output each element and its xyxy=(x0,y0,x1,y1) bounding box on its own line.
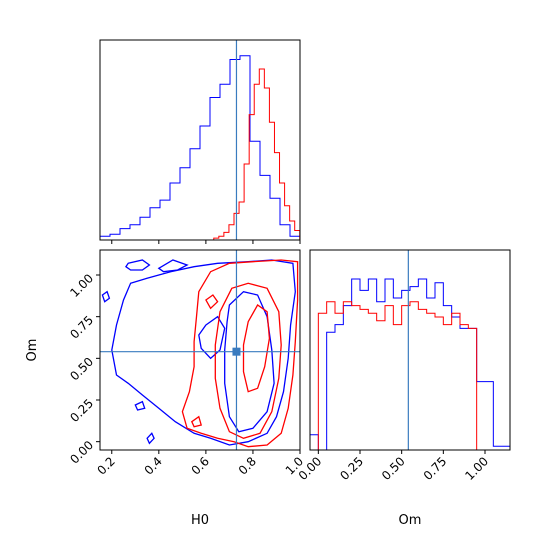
contour-line-5 xyxy=(101,290,111,303)
contour-line-12 xyxy=(190,415,203,428)
x-axis-label-om: Om xyxy=(399,513,422,528)
h0-hist-red xyxy=(168,68,300,240)
contour-xtick-label-0: 0.2 xyxy=(94,454,117,477)
om-hist-red xyxy=(310,301,510,450)
h0-marginal-frame xyxy=(99,39,301,241)
contour-ytick-label-0: 0.00 xyxy=(67,438,96,467)
contour-line-7 xyxy=(146,432,155,445)
contour-line-0 xyxy=(111,259,296,446)
contour-ytick-label-3: 0.75 xyxy=(67,313,96,342)
x-axis-label-h0: H0 xyxy=(191,513,209,528)
contour-xtick-label-2: 0.6 xyxy=(189,454,212,477)
contour-line-9 xyxy=(214,282,282,439)
om-xtick-label-1: 0.25 xyxy=(337,454,366,483)
contour-line-11 xyxy=(205,294,219,310)
contour-line-8 xyxy=(181,259,299,448)
contour-ytick-label-4: 1.00 xyxy=(67,271,96,300)
contour-line-3 xyxy=(125,259,151,271)
contour-ytick-label-2: 0.50 xyxy=(67,355,96,384)
contour-line-6 xyxy=(134,400,146,411)
om-hist-group xyxy=(310,278,510,450)
om-marginal-panel: 0.00 0.25 0.50 0.75 1.00 Om xyxy=(296,249,511,528)
contour-line-1 xyxy=(224,290,275,433)
contour-truth-marker xyxy=(232,347,241,356)
om-xtick-label-4: 1.00 xyxy=(462,454,491,483)
contour-xtick-label-1: 0.4 xyxy=(142,454,165,477)
contour-group xyxy=(101,259,299,448)
om-xtick-label-2: 0.50 xyxy=(379,454,408,483)
h0-hist-group xyxy=(100,55,300,240)
y-axis-label-om: Om xyxy=(25,339,40,362)
contour-panel: 0.2 0.4 0.6 0.8 1.0 0.000.250.500.751.00 H0 … xyxy=(25,249,306,528)
contour-ytick-label-1: 0.25 xyxy=(67,396,96,425)
om-xtick-label-3: 0.75 xyxy=(421,454,450,483)
h0-marginal-panel xyxy=(99,39,301,244)
h0-hist-blue xyxy=(100,55,300,240)
contour-frame xyxy=(99,249,301,451)
contour-line-10 xyxy=(242,304,271,393)
om-marginal-frame xyxy=(309,249,511,451)
contour-xtick-label-3: 0.8 xyxy=(236,454,259,477)
contour-line-4 xyxy=(157,259,189,273)
